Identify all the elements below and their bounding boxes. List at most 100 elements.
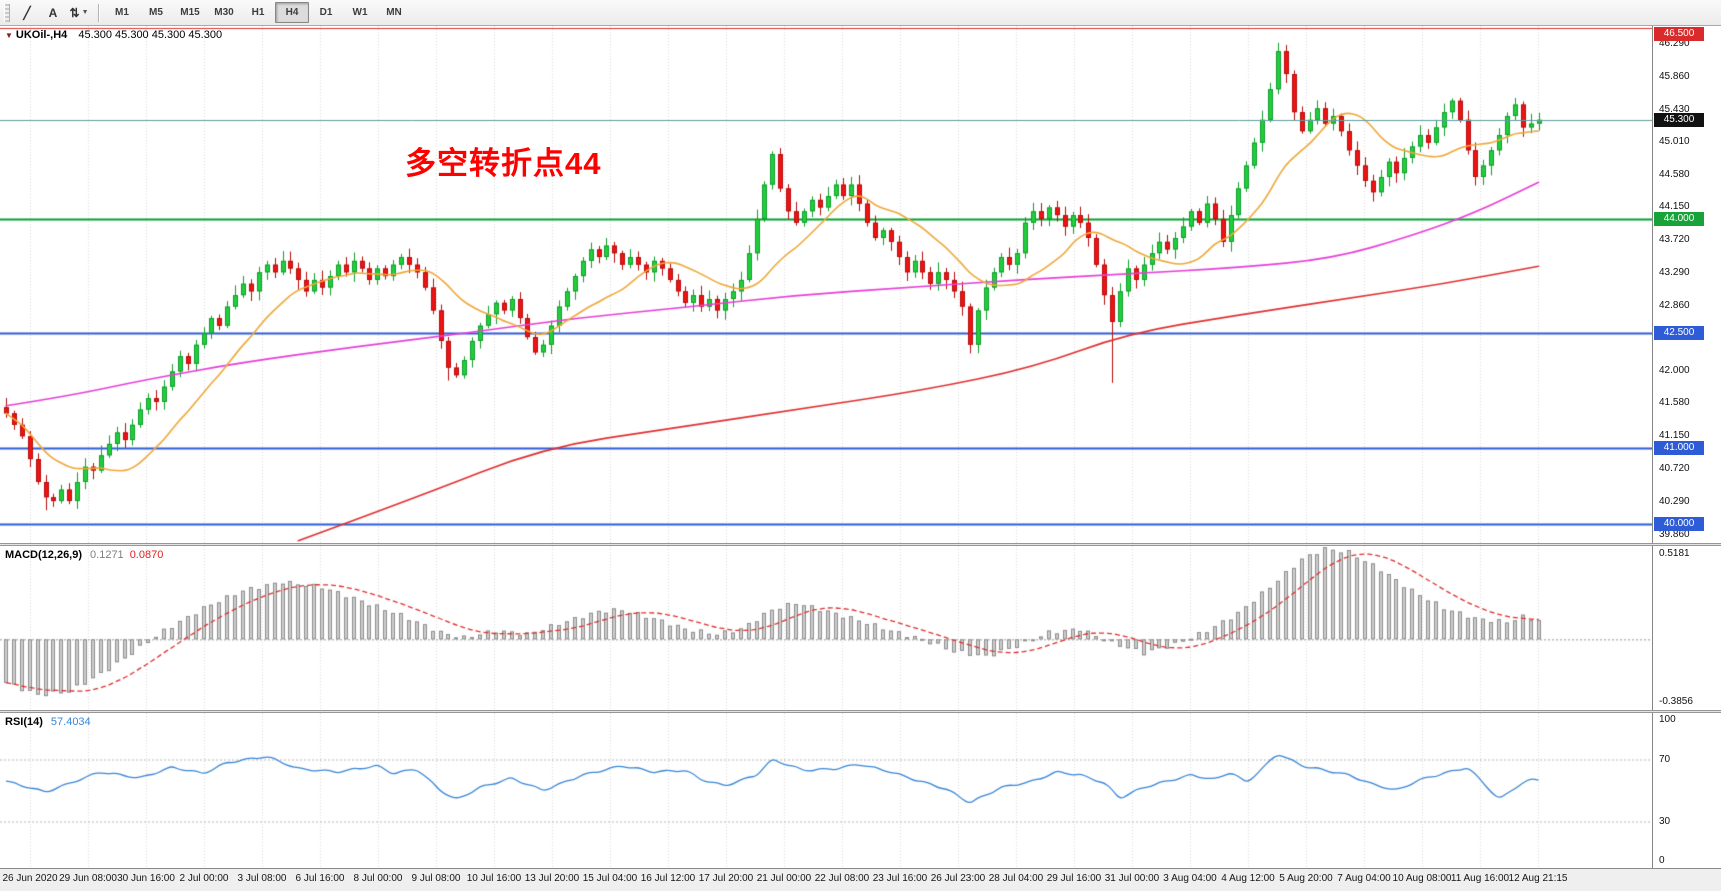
timeframe-m5-button[interactable]: M5	[149, 7, 163, 18]
rsi-header: RSI(14) 57.4034	[5, 716, 91, 728]
rsi-scale-label: 70	[1659, 753, 1671, 765]
arrows-tool-icon: ⇅	[69, 5, 80, 20]
timeframe-w1-button[interactable]: W1	[352, 7, 368, 18]
macd-main-value: 0.1271	[90, 549, 124, 561]
price-tick: 46.290	[1659, 38, 1690, 50]
time-label: 2 Jul 00:00	[179, 873, 229, 884]
symbol-label: UKOil-,H4	[15, 29, 68, 41]
text-label-tool-button[interactable]: A	[41, 2, 65, 24]
price-tick: 39.860	[1659, 528, 1690, 540]
ohlc-values: 45.300 45.300 45.300 45.300	[78, 29, 223, 41]
price-tick: 44.580	[1659, 168, 1690, 180]
macd-scale-max: 0.5181	[1659, 548, 1690, 559]
price-tick: 45.860	[1659, 71, 1690, 83]
time-label: 11 Aug 16:00	[1450, 873, 1510, 884]
timeframe-d1-button[interactable]: D1	[319, 7, 333, 18]
drawing-tools-group: ╱ A ⇅ ▼	[14, 2, 92, 24]
rsi-scale-label: 0	[1659, 855, 1665, 866]
panel-divider[interactable]	[0, 710, 1721, 713]
price-panel: ▼ UKOil-,H4 45.300 45.300 45.300 45.300 多…	[0, 26, 1652, 543]
price-line-badge: 40.000	[1654, 516, 1704, 531]
price-tick: 40.290	[1659, 495, 1690, 507]
time-label: 3 Aug 04:00	[1163, 873, 1217, 884]
timeframe-m15-button[interactable]: M15	[180, 7, 200, 18]
symbol-header: ▼ UKOil-,H4 45.300 45.300 45.300 45.300	[5, 29, 222, 41]
timeframe-m30-button[interactable]: M30	[214, 7, 234, 18]
toolbar-separator	[98, 3, 99, 22]
time-label: 23 Jul 16:00	[872, 873, 928, 884]
arrows-tool-button[interactable]: ⇅ ▼	[67, 2, 91, 24]
macd-signal-value: 0.0870	[129, 549, 164, 561]
time-label: 29 Jun 08:00	[59, 873, 117, 884]
chevron-down-icon: ▼	[81, 9, 89, 16]
rsi-value: 57.4034	[50, 716, 91, 728]
price-tick: 45.430	[1659, 103, 1690, 115]
time-label: 3 Jul 08:00	[237, 873, 287, 884]
time-label: 17 Jul 20:00	[698, 873, 754, 884]
price-tick: 40.720	[1659, 463, 1690, 475]
macd-scale-min: -0.3856	[1659, 696, 1693, 707]
time-label: 15 Jul 04:00	[582, 873, 638, 884]
price-tick: 42.000	[1659, 365, 1690, 377]
time-label: 22 Jul 08:00	[814, 873, 870, 884]
chart-annotation-text[interactable]: 多空转折点44	[405, 146, 602, 181]
time-label: 8 Jul 00:00	[353, 873, 403, 884]
time-label: 10 Aug 08:00	[1392, 873, 1452, 884]
macd-header: MACD(12,26,9) 0.1271 0.0870	[5, 549, 163, 561]
price-tick: 45.010	[1659, 135, 1690, 147]
price-line-badge: 42.500	[1654, 326, 1704, 341]
rsi-panel: RSI(14) 57.4034	[0, 713, 1652, 868]
macd-label: MACD(12,26,9)	[5, 549, 83, 561]
chart-area: ▼ UKOil-,H4 45.300 45.300 45.300 45.300 多…	[0, 26, 1721, 891]
time-label: 21 Jul 00:00	[756, 873, 812, 884]
price-chart-canvas[interactable]	[0, 26, 1652, 543]
price-tick: 43.720	[1659, 234, 1690, 246]
time-label: 6 Jul 16:00	[295, 873, 345, 884]
price-tick: 41.150	[1659, 430, 1690, 442]
price-line-badge: 44.000	[1654, 211, 1704, 226]
timeframe-h4-button[interactable]: H4	[275, 2, 309, 23]
time-label: 28 Jul 04:00	[988, 873, 1044, 884]
timeframe-m1-button[interactable]: M1	[115, 7, 129, 18]
macd-scale[interactable]: 0.5181 -0.3856	[1652, 546, 1721, 710]
macd-canvas[interactable]	[0, 546, 1652, 710]
time-label: 5 Aug 20:00	[1279, 873, 1333, 884]
price-tick: 41.580	[1659, 397, 1690, 409]
time-label: 12 Aug 21:15	[1508, 873, 1568, 884]
rsi-label: RSI(14)	[5, 716, 43, 728]
time-label: 29 Jul 16:00	[1046, 873, 1102, 884]
panel-divider[interactable]	[0, 543, 1721, 546]
macd-panel: MACD(12,26,9) 0.1271 0.0870	[0, 546, 1652, 710]
rsi-scale-label: 100	[1659, 714, 1676, 725]
price-line-badge: 45.300	[1654, 112, 1704, 127]
time-label: 4 Aug 12:00	[1221, 873, 1275, 884]
rsi-scale-label: 30	[1659, 815, 1671, 827]
line-studies-tool-button[interactable]: ╱	[15, 2, 39, 24]
time-label: 13 Jul 20:00	[524, 873, 580, 884]
price-scale[interactable]: 46.290 45.860 45.430 45.010 44.580 44.150 43.7…	[1652, 26, 1721, 543]
timeframe-group: M1 M5 M15 M30 H1 H4 D1 W1 MN	[105, 2, 411, 23]
toolbar: ╱ A ⇅ ▼ M1 M5 M15 M30 H1 H4 D1 W1 MN	[0, 0, 1721, 26]
price-line-badge: 46.500	[1654, 27, 1704, 41]
toolbar-grip[interactable]	[4, 3, 10, 22]
timeframe-mn-button[interactable]: MN	[386, 7, 402, 18]
line-studies-tool-icon: ╱	[23, 5, 31, 20]
time-label: 16 Jul 12:00	[640, 873, 696, 884]
time-label: 7 Aug 04:00	[1337, 873, 1391, 884]
time-label: 26 Jul 23:00	[930, 873, 986, 884]
rsi-scale[interactable]: 100 70 30 0	[1652, 713, 1721, 868]
price-tick: 43.290	[1659, 267, 1690, 279]
time-axis[interactable]: 26 Jun 2020 29 Jun 08:00 30 Jun 16:00 2 Jul…	[0, 868, 1721, 891]
time-label: 30 Jun 16:00	[117, 873, 175, 884]
price-tick: 44.150	[1659, 201, 1690, 213]
time-label: 9 Jul 08:00	[411, 873, 461, 884]
text-label-tool-icon: A	[48, 5, 58, 20]
price-line-badge: 41.000	[1654, 440, 1704, 455]
time-label: 26 Jun 2020	[2, 873, 58, 884]
time-label: 31 Jul 00:00	[1104, 873, 1160, 884]
symbol-dropdown-icon[interactable]: ▼	[5, 31, 13, 40]
time-label: 10 Jul 16:00	[466, 873, 522, 884]
timeframe-h1-button[interactable]: H1	[251, 7, 265, 18]
rsi-canvas[interactable]	[0, 713, 1652, 868]
